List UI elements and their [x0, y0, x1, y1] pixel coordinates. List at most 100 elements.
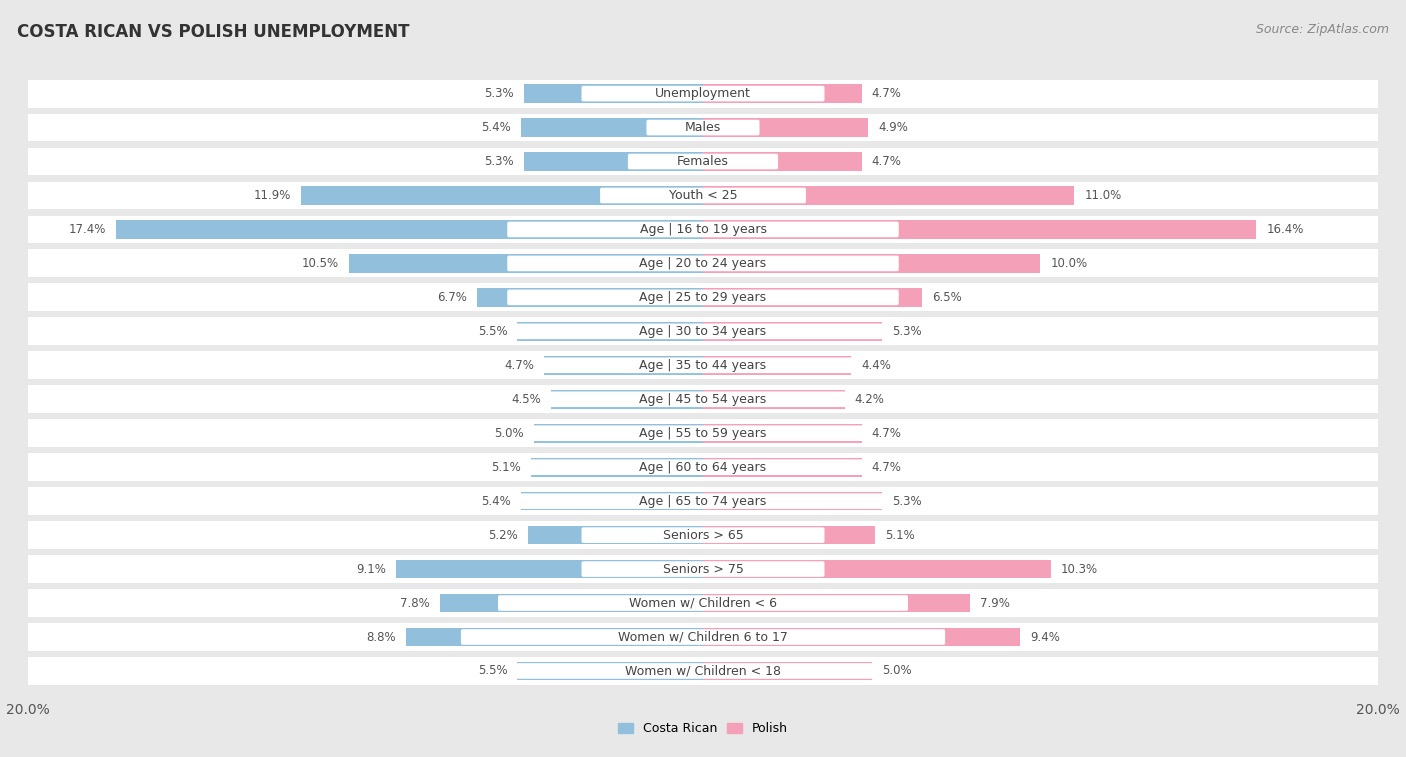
Text: 7.9%: 7.9%: [980, 597, 1010, 609]
Text: 5.4%: 5.4%: [481, 494, 510, 508]
Text: 4.7%: 4.7%: [872, 155, 901, 168]
Bar: [115, 220, 703, 238]
Bar: [534, 424, 703, 443]
Text: Source: ZipAtlas.com: Source: ZipAtlas.com: [1256, 23, 1389, 36]
Text: Males: Males: [685, 121, 721, 134]
Text: Unemployment: Unemployment: [655, 87, 751, 100]
Bar: [703, 356, 852, 375]
Text: Age | 20 to 24 years: Age | 20 to 24 years: [640, 257, 766, 270]
Bar: [703, 254, 1040, 273]
Bar: [28, 351, 1378, 379]
Text: 9.4%: 9.4%: [1031, 631, 1060, 643]
Bar: [703, 186, 1074, 205]
Bar: [28, 283, 1378, 311]
Bar: [28, 453, 1378, 481]
Bar: [28, 250, 1378, 277]
FancyBboxPatch shape: [582, 561, 824, 577]
Text: 5.3%: 5.3%: [485, 155, 515, 168]
Bar: [28, 589, 1378, 617]
Bar: [28, 657, 1378, 685]
Text: 16.4%: 16.4%: [1267, 223, 1303, 236]
Bar: [703, 458, 862, 477]
Bar: [703, 220, 1257, 238]
Text: 10.0%: 10.0%: [1050, 257, 1088, 270]
Text: 5.5%: 5.5%: [478, 665, 508, 678]
Bar: [551, 390, 703, 409]
Bar: [703, 593, 970, 612]
FancyBboxPatch shape: [600, 188, 806, 204]
FancyBboxPatch shape: [628, 154, 778, 170]
Bar: [28, 317, 1378, 345]
Bar: [28, 385, 1378, 413]
Text: Age | 60 to 64 years: Age | 60 to 64 years: [640, 461, 766, 474]
Bar: [406, 628, 703, 646]
Bar: [703, 628, 1021, 646]
Text: 5.3%: 5.3%: [891, 325, 921, 338]
Text: Age | 35 to 44 years: Age | 35 to 44 years: [640, 359, 766, 372]
Text: 6.7%: 6.7%: [437, 291, 467, 304]
Text: Age | 45 to 54 years: Age | 45 to 54 years: [640, 393, 766, 406]
FancyBboxPatch shape: [489, 663, 917, 679]
Bar: [440, 593, 703, 612]
Text: 6.5%: 6.5%: [932, 291, 962, 304]
Text: Age | 25 to 29 years: Age | 25 to 29 years: [640, 291, 766, 304]
Bar: [703, 152, 862, 171]
FancyBboxPatch shape: [461, 629, 945, 645]
FancyBboxPatch shape: [498, 595, 908, 611]
Bar: [28, 182, 1378, 210]
Text: 10.3%: 10.3%: [1060, 562, 1098, 575]
Bar: [703, 424, 862, 443]
Text: Age | 65 to 74 years: Age | 65 to 74 years: [640, 494, 766, 508]
FancyBboxPatch shape: [508, 425, 898, 441]
Text: Seniors > 75: Seniors > 75: [662, 562, 744, 575]
Bar: [28, 148, 1378, 176]
Text: 5.1%: 5.1%: [886, 528, 915, 541]
Text: 7.8%: 7.8%: [399, 597, 430, 609]
Bar: [703, 288, 922, 307]
Bar: [703, 118, 869, 137]
Bar: [703, 84, 862, 103]
FancyBboxPatch shape: [508, 391, 898, 407]
Text: Age | 55 to 59 years: Age | 55 to 59 years: [640, 427, 766, 440]
FancyBboxPatch shape: [508, 290, 898, 305]
Text: 5.2%: 5.2%: [488, 528, 517, 541]
Text: 4.7%: 4.7%: [872, 461, 901, 474]
Text: 4.7%: 4.7%: [872, 87, 901, 100]
Bar: [349, 254, 703, 273]
Bar: [524, 84, 703, 103]
Bar: [28, 488, 1378, 515]
Bar: [28, 555, 1378, 583]
Text: Women w/ Children 6 to 17: Women w/ Children 6 to 17: [619, 631, 787, 643]
Text: 8.8%: 8.8%: [367, 631, 396, 643]
Text: 5.0%: 5.0%: [495, 427, 524, 440]
Bar: [703, 526, 875, 544]
Bar: [301, 186, 703, 205]
Bar: [28, 623, 1378, 651]
Bar: [396, 559, 703, 578]
Text: 5.4%: 5.4%: [481, 121, 510, 134]
Text: 5.3%: 5.3%: [891, 494, 921, 508]
Text: COSTA RICAN VS POLISH UNEMPLOYMENT: COSTA RICAN VS POLISH UNEMPLOYMENT: [17, 23, 409, 41]
Bar: [703, 492, 882, 510]
Text: Seniors > 65: Seniors > 65: [662, 528, 744, 541]
Text: 4.7%: 4.7%: [505, 359, 534, 372]
Bar: [703, 390, 845, 409]
Text: 4.7%: 4.7%: [872, 427, 901, 440]
Text: 11.9%: 11.9%: [254, 189, 291, 202]
FancyBboxPatch shape: [508, 323, 898, 339]
Bar: [28, 216, 1378, 244]
Bar: [524, 152, 703, 171]
Text: 17.4%: 17.4%: [69, 223, 105, 236]
FancyBboxPatch shape: [508, 357, 898, 373]
Text: 4.9%: 4.9%: [879, 121, 908, 134]
FancyBboxPatch shape: [508, 494, 898, 509]
Text: 5.5%: 5.5%: [478, 325, 508, 338]
Text: 5.0%: 5.0%: [882, 665, 911, 678]
Text: Youth < 25: Youth < 25: [669, 189, 737, 202]
Bar: [28, 521, 1378, 549]
Bar: [703, 559, 1050, 578]
Bar: [28, 114, 1378, 142]
Bar: [703, 322, 882, 341]
Text: 5.1%: 5.1%: [491, 461, 520, 474]
Text: Age | 16 to 19 years: Age | 16 to 19 years: [640, 223, 766, 236]
